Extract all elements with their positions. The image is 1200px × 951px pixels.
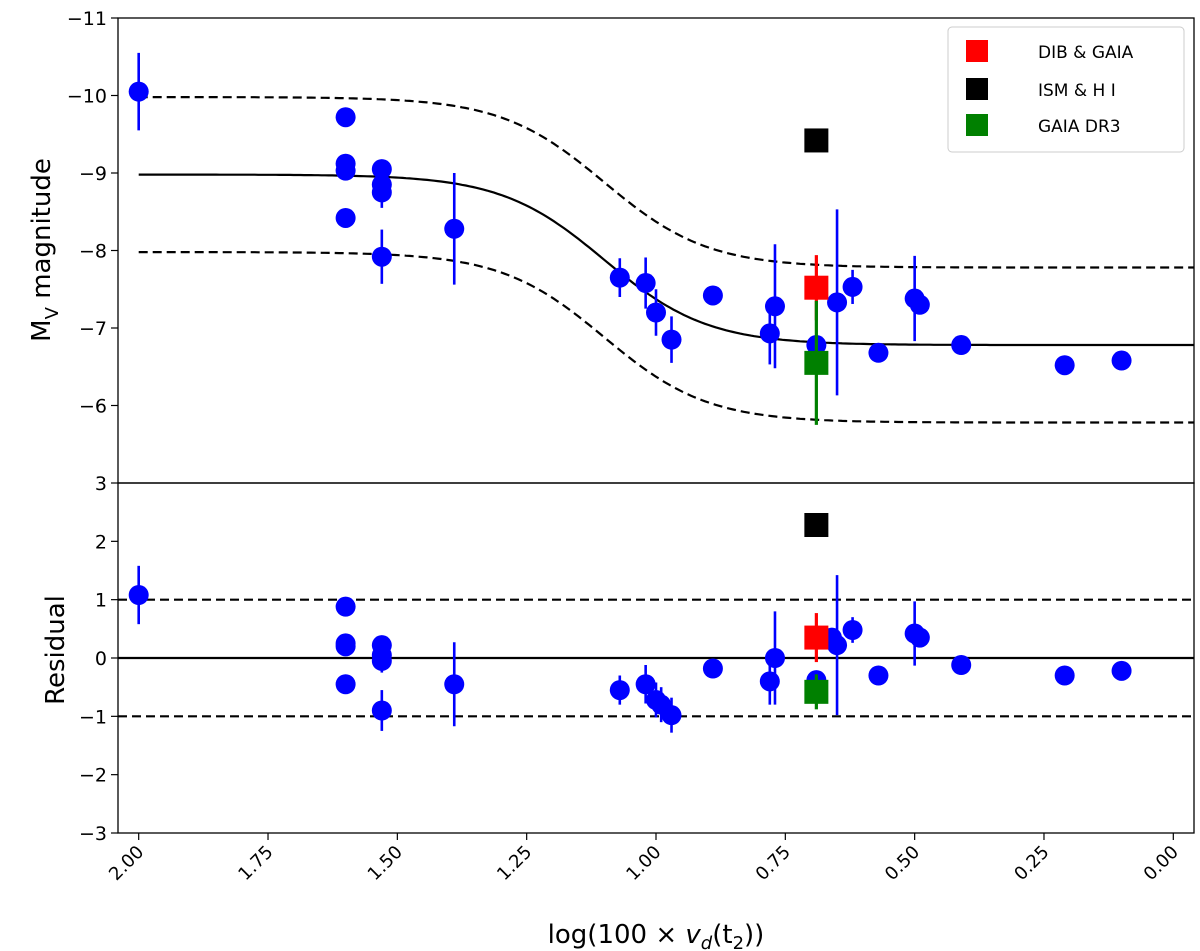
top-y-tick-label: −6 (79, 396, 107, 418)
top-y-tick-label: −7 (79, 318, 107, 340)
x-axis-label-t: (t (712, 920, 732, 950)
top-y-tick-label: −10 (67, 86, 107, 108)
top-y-tick-label: −8 (79, 241, 107, 263)
top-point (335, 160, 356, 181)
top-y-axis-label-rest: magnitude (27, 158, 57, 307)
bottom-point (128, 585, 149, 605)
legend-label-ism-hi: ISM & H I (1038, 81, 1116, 101)
bottom-point (335, 596, 356, 617)
x-axis-label-v: v (685, 920, 701, 950)
bottom-point (609, 680, 630, 701)
top-point (909, 294, 930, 315)
legend-swatch-ism-hi (966, 78, 988, 100)
top-point (661, 329, 682, 350)
bottom-dib-gaia-marker (804, 625, 829, 650)
top-upper-bound-curve (138, 96, 1194, 269)
legend-label-gaia-dr3: GAIA DR3 (1038, 117, 1121, 137)
bottom-y-axis-label: Residual (41, 595, 71, 705)
bottom-y-tick-label: 3 (95, 473, 107, 495)
x-axis-label: log(100 × vd(t2)) (548, 920, 765, 951)
bottom-y-tick-label: −1 (79, 706, 107, 728)
x-axis-label-pre: log(100 × (548, 920, 686, 950)
top-point (868, 342, 889, 363)
bottom-point (444, 674, 465, 695)
top-point (635, 273, 656, 294)
top-dib-gaia-marker (804, 275, 829, 300)
bottom-point (371, 700, 392, 721)
bottom-point (1111, 660, 1132, 681)
top-point (1111, 350, 1132, 371)
legend-swatch-gaia-dr3 (966, 114, 988, 136)
top-y-axis-label-sub: V (42, 306, 63, 319)
bottom-point (827, 635, 848, 656)
top-model-curve (138, 173, 1194, 347)
bottom-point (759, 671, 780, 692)
bottom-point (335, 674, 356, 695)
legend-label-dib-gaia: DIB & GAIA (1038, 43, 1134, 63)
top-point (335, 207, 356, 228)
top-point (764, 296, 785, 317)
top-point (335, 107, 356, 128)
top-point (702, 285, 723, 306)
top-gaia-dr3-marker (804, 350, 829, 375)
bottom-point (842, 620, 863, 640)
bottom-point (702, 658, 723, 679)
x-axis-label-2: 2 (733, 933, 744, 951)
top-ism-hi-marker (804, 128, 829, 153)
top-point (128, 81, 149, 102)
legend-swatch-dib-gaia (966, 40, 988, 62)
top-y-tick-label: −11 (67, 8, 107, 30)
top-point (842, 276, 863, 297)
bottom-y-tick-label: 0 (95, 648, 107, 670)
top-panel: −11 −10 −9 −8 −7 −6 MV magnitude DIB & GAIA I… (27, 8, 1195, 484)
bottom-special-points (804, 513, 829, 710)
bottom-y-tick-label: 1 (95, 590, 107, 612)
top-model-curves (138, 96, 1194, 424)
bottom-ism-hi-marker (804, 513, 829, 537)
top-special-points (804, 128, 829, 425)
bottom-y-tick-label: −2 (79, 765, 107, 787)
top-point (371, 246, 392, 267)
top-y-axis-label-main: M (27, 319, 57, 341)
x-axis-label-d: d (701, 933, 713, 951)
top-y-axis-label: MV magnitude (27, 158, 63, 342)
top-point (646, 302, 666, 323)
bottom-point (371, 650, 392, 671)
legend-frame (947, 26, 1185, 153)
bottom-y-tick-label: 2 (95, 531, 107, 553)
bottom-point (661, 705, 682, 726)
top-point (371, 159, 392, 180)
legend: DIB & GAIA ISM & H I GAIA DR3 (947, 26, 1185, 153)
top-point (951, 335, 972, 356)
top-point (609, 267, 630, 288)
top-lower-bound-curve (138, 251, 1194, 424)
bottom-point (951, 655, 972, 675)
bottom-point (335, 636, 356, 657)
x-axis-label-post: )) (744, 920, 764, 950)
bottom-y-axis: −3 −2 −1 0 1 2 3 (79, 473, 118, 845)
bottom-point (1054, 665, 1075, 686)
top-point (759, 323, 780, 344)
bottom-gaia-dr3-marker (804, 679, 829, 704)
top-data-points (128, 52, 1132, 396)
bottom-point (868, 665, 889, 686)
top-y-tick-label: −9 (79, 163, 107, 185)
bottom-y-tick-label: −3 (79, 823, 107, 845)
top-point (1054, 355, 1075, 376)
top-point (827, 292, 848, 313)
bottom-point (909, 627, 930, 648)
top-point (371, 182, 392, 203)
bottom-point (635, 674, 656, 695)
top-point (444, 218, 465, 239)
bottom-point (764, 648, 785, 668)
top-y-axis: −11 −10 −9 −8 −7 −6 (67, 8, 118, 418)
